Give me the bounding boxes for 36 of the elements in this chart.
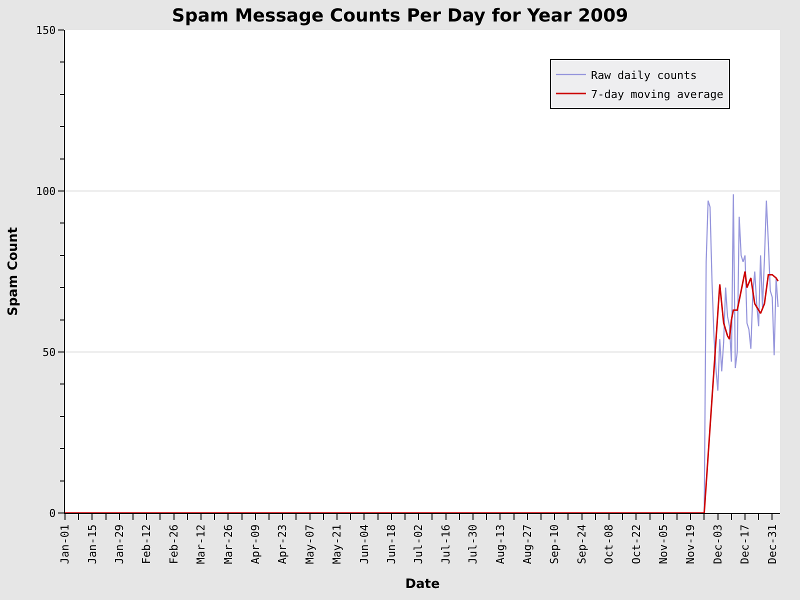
- x-tick-label: Feb-26: [167, 524, 180, 564]
- y-axis-title: Spam Count: [6, 227, 21, 316]
- x-tick-label: Jun-04: [358, 524, 371, 564]
- x-tick-label: Mar-12: [194, 524, 208, 564]
- legend-label: Raw daily counts: [590, 68, 697, 82]
- x-tick-label: May-21: [330, 524, 344, 564]
- x-tick-label: Dec-31: [766, 524, 779, 564]
- x-tick-label: Jan-29: [112, 524, 126, 564]
- x-tick-label: Jul-02: [412, 524, 426, 564]
- x-tick-label: May-07: [303, 524, 316, 564]
- x-tick-label: Dec-17: [738, 524, 752, 564]
- x-tick-label: Dec-03: [711, 524, 724, 564]
- x-tick-label: Jan-01: [58, 524, 72, 564]
- legend-label: 7-day moving average: [590, 88, 724, 101]
- x-tick-label: Jul-30: [466, 524, 480, 564]
- x-tick-label: Nov-19: [684, 524, 698, 564]
- x-tick-label: Oct-22: [630, 524, 643, 564]
- x-tick-label: Oct-08: [602, 524, 616, 564]
- y-tick-label: 100: [36, 184, 56, 198]
- x-tick-label: Nov-05: [656, 524, 670, 564]
- y-tick-label: 0: [49, 506, 56, 520]
- x-axis-title: Date: [405, 576, 440, 592]
- chart-title: Spam Message Counts Per Day for Year 2009: [172, 6, 628, 27]
- x-tick-label: Sep-24: [575, 524, 588, 564]
- x-tick-label: Feb-12: [140, 524, 154, 564]
- x-tick-label: Aug-13: [494, 524, 507, 564]
- x-tick-label: Sep-10: [548, 524, 562, 564]
- x-tick-label: Apr-09: [248, 524, 262, 564]
- x-tick-label: Jan-15: [86, 524, 99, 564]
- x-tick-label: Mar-26: [222, 524, 235, 564]
- x-tick-label: Apr-23: [276, 524, 290, 564]
- x-tick-label: Jul-16: [439, 524, 452, 564]
- y-tick-label: 50: [42, 346, 56, 359]
- y-tick-label: 150: [36, 24, 56, 37]
- x-tick-label: Jun-18: [384, 524, 398, 564]
- x-tick-label: Aug-27: [520, 524, 534, 564]
